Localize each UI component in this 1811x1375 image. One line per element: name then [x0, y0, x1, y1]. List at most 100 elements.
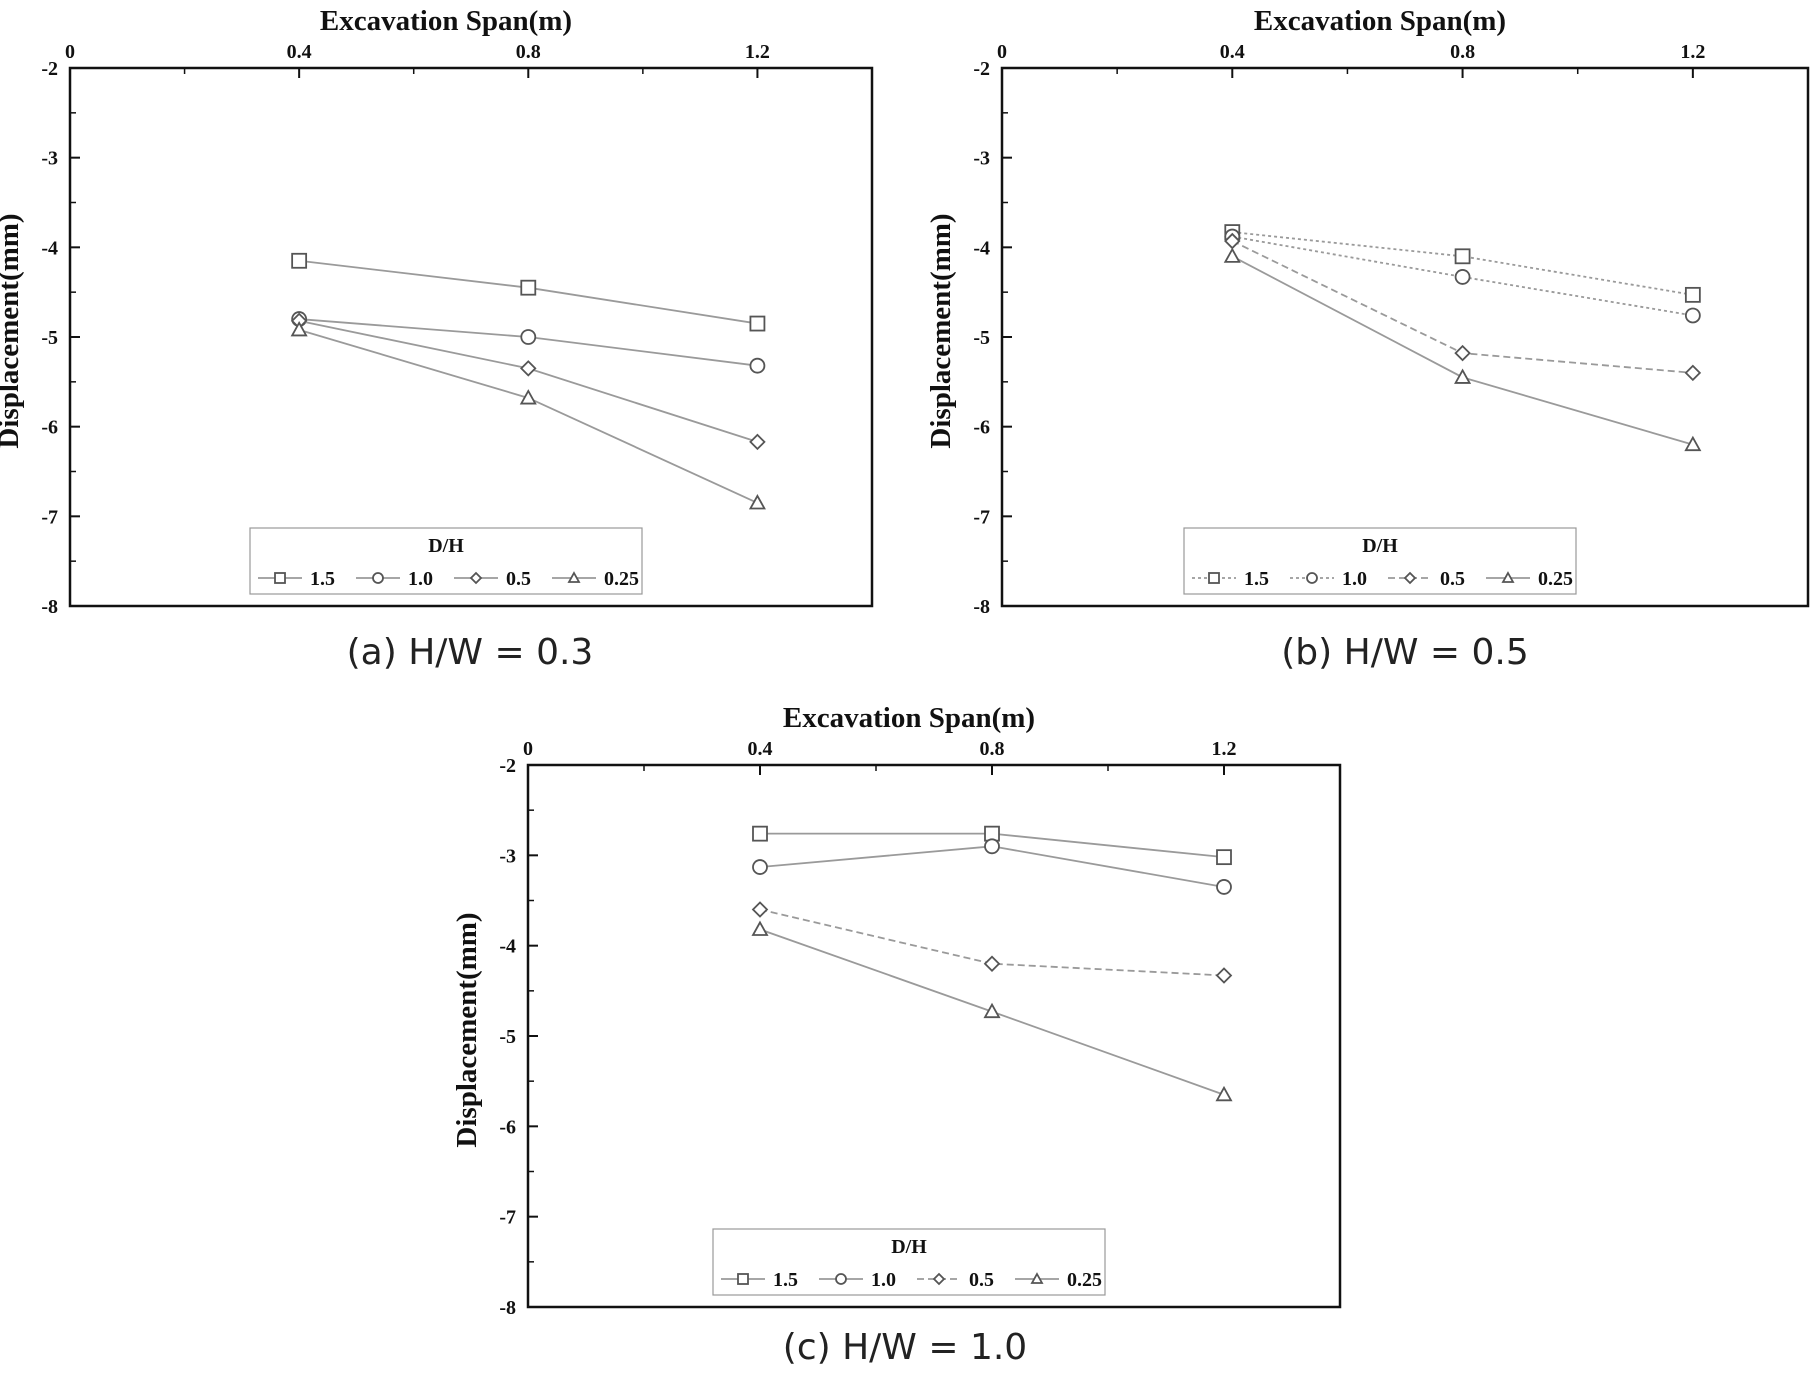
- legend-title-a: D/H: [428, 535, 464, 557]
- plot-frame-b: [1000, 66, 1810, 608]
- legend-label-a-1.5: 1.5: [310, 568, 335, 590]
- legend-marker-a-0.5: [469, 571, 483, 585]
- data-point-a-0.25-1: [519, 389, 537, 405]
- legend-marker-b-1.5: [1208, 572, 1220, 584]
- x-tick-label-a-0: 0: [65, 41, 75, 63]
- x-tick-label-c-2: 0.8: [980, 738, 1005, 760]
- data-point-b-1.0-1: [1454, 269, 1471, 285]
- y-tick-label-b-3: -5: [973, 327, 990, 349]
- x-tick-label-c-1: 0.4: [748, 738, 773, 760]
- x-tick-label-a-2: 0.8: [516, 41, 541, 63]
- legend-label-b-0.5: 0.5: [1440, 568, 1465, 590]
- data-point-a-0.25-2: [748, 494, 766, 510]
- legend-label-b-1.5: 1.5: [1244, 568, 1269, 590]
- y-tick-label-a-6: -8: [41, 596, 58, 618]
- data-point-b-0.5-1: [1454, 344, 1471, 362]
- caption-a: (a) H/W = 0.3: [346, 632, 594, 673]
- y-tick-label-c-2: -4: [499, 936, 516, 958]
- y-tick-label-a-2: -4: [41, 237, 58, 259]
- data-point-a-1.5-2: [749, 315, 766, 332]
- data-point-b-0.25-0: [1223, 247, 1241, 263]
- data-point-b-1.5-2: [1684, 286, 1701, 303]
- y-tick-label-c-0: -2: [499, 755, 516, 777]
- series-line-c-0.5: [759, 908, 1225, 977]
- chart-b: 0 0.4 0.8 1.2 -2 -3 -4 -5 -6 -7 -8 Excavation Span(…: [925, 5, 1810, 618]
- y-axis-label-c: Displacement(mm): [451, 912, 483, 1147]
- data-point-b-0.25-1: [1454, 368, 1472, 384]
- x-axis-label-b: Excavation Span(m): [1254, 5, 1506, 37]
- data-point-a-0.5-2: [749, 433, 766, 451]
- legend-marker-a-1.5: [274, 572, 286, 584]
- legend-marker-c-1.0: [835, 1273, 847, 1285]
- data-point-a-1.0-2: [749, 357, 766, 374]
- y-tick-label-a-3: -5: [41, 327, 58, 349]
- plot-frame-a: [68, 66, 874, 608]
- data-point-c-0.25-1: [983, 1002, 1001, 1019]
- data-point-c-1.5-0: [752, 825, 768, 842]
- legend-marker-a-0.25: [567, 571, 581, 583]
- x-tick-label-b-3: 1.2: [1680, 41, 1705, 63]
- y-tick-label-a-0: -2: [41, 58, 58, 80]
- data-point-b-0.5-2: [1684, 364, 1702, 382]
- y-tick-label-c-4: -6: [499, 1116, 516, 1138]
- data-point-a-1.0-1: [520, 329, 537, 345]
- y-tick-label-b-5: -7: [973, 506, 990, 528]
- caption-b: (b) H/W = 0.5: [1281, 632, 1529, 673]
- data-point-b-1.5-1: [1454, 248, 1471, 265]
- y-tick-label-b-6: -8: [973, 596, 990, 618]
- chart-c: 0 0.4 0.8 1.2 -2 -3 -4 -5 -6 -7 -8 Excavation Span(…: [451, 702, 1342, 1319]
- data-point-c-1.5-2: [1216, 849, 1232, 866]
- caption-c: (c) H/W = 1.0: [782, 1327, 1028, 1368]
- data-point-a-0.5-1: [520, 360, 537, 377]
- y-tick-label-b-2: -4: [973, 237, 990, 259]
- legend-label-c-1.0: 1.0: [871, 1269, 896, 1291]
- data-point-c-0.5-1: [983, 955, 1001, 973]
- y-tick-label-a-5: -7: [41, 506, 58, 528]
- data-point-c-0.5-0: [751, 901, 769, 918]
- legend-label-c-1.5: 1.5: [773, 1269, 798, 1291]
- legend-marker-a-1.0: [372, 572, 384, 584]
- x-tick-label-c-0: 0: [523, 738, 533, 760]
- legend-marker-c-0.25: [1030, 1272, 1044, 1284]
- data-point-c-0.5-2: [1215, 967, 1233, 984]
- x-tick-label-b-0: 0: [997, 41, 1007, 63]
- y-tick-label-a-1: -3: [41, 148, 58, 170]
- x-tick-label-c-3: 1.2: [1212, 738, 1237, 760]
- legend-marker-c-0.5: [932, 1272, 946, 1286]
- y-tick-label-b-4: -6: [973, 417, 990, 439]
- legend-marker-b-0.25: [1501, 571, 1515, 583]
- data-point-a-1.5-1: [520, 279, 537, 296]
- data-point-c-1.0-0: [752, 859, 768, 875]
- data-point-b-1.0-2: [1684, 307, 1701, 324]
- series-line-a-0.25: [298, 328, 758, 504]
- legend-label-b-1.0: 1.0: [1342, 568, 1367, 590]
- legend-marker-c-1.5: [737, 1273, 749, 1285]
- x-axis-label-a: Excavation Span(m): [320, 5, 572, 37]
- legend-label-c-0.5: 0.5: [969, 1269, 994, 1291]
- data-point-c-0.25-2: [1215, 1085, 1233, 1102]
- data-point-a-1.5-0: [291, 252, 308, 269]
- y-tick-label-c-6: -8: [499, 1297, 516, 1319]
- legend-marker-b-0.5: [1403, 571, 1417, 585]
- y-tick-label-b-0: -2: [973, 58, 990, 80]
- legend-marker-b-1.0: [1306, 572, 1318, 584]
- legend-label-a-1.0: 1.0: [408, 568, 433, 590]
- x-tick-label-a-3: 1.2: [745, 41, 770, 63]
- y-axis-label-a: Displacement(mm): [0, 213, 25, 448]
- legend-title-b: D/H: [1362, 535, 1398, 557]
- legend-title-c: D/H: [891, 1236, 927, 1258]
- data-point-a-0.25-0: [290, 320, 308, 337]
- legend-label-a-0.25: 0.25: [604, 568, 639, 590]
- y-axis-label-b: Displacement(mm): [925, 213, 957, 448]
- legend-label-b-0.25: 0.25: [1538, 568, 1573, 590]
- data-point-c-0.25-0: [751, 920, 769, 936]
- legend-box-b: [1183, 527, 1577, 595]
- data-point-b-0.25-2: [1684, 435, 1702, 452]
- y-tick-label-c-3: -5: [499, 1026, 516, 1048]
- x-tick-label-b-2: 0.8: [1450, 41, 1475, 63]
- y-tick-label-a-4: -6: [41, 417, 58, 439]
- legend-box-a: [249, 527, 643, 595]
- x-axis-label-c: Excavation Span(m): [783, 702, 1035, 734]
- y-tick-label-b-1: -3: [973, 148, 990, 170]
- legend-box-c: [712, 1228, 1106, 1296]
